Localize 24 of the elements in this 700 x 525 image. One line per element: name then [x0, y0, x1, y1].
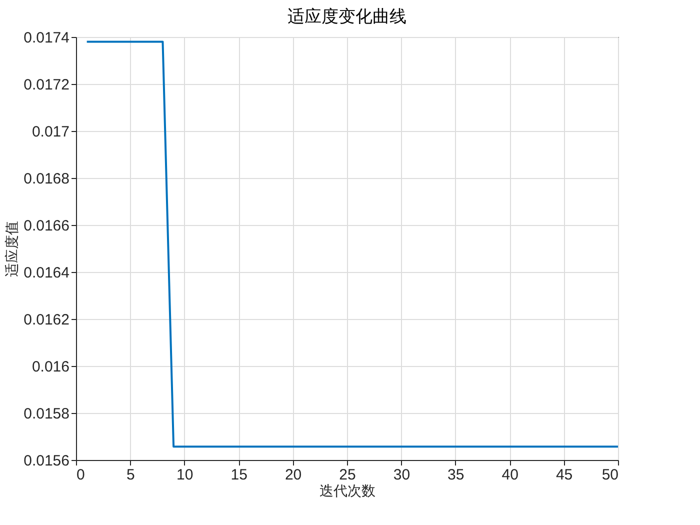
y-tick-label: 0.0174	[24, 30, 70, 46]
x-tick-label: 25	[339, 466, 356, 484]
x-tick-label: 15	[230, 466, 248, 484]
y-tick-label: 0.0164	[24, 264, 70, 282]
x-tick-label: 30	[393, 466, 410, 484]
y-tick-label: 0.016	[32, 358, 70, 376]
y-tick-label: 0.0162	[24, 312, 70, 328]
y-tick-label: 0.0158	[24, 406, 70, 422]
x-tick-label: 0	[76, 466, 85, 484]
chart-title: 适应度变化曲线	[288, 7, 406, 27]
x-tick-label: 20	[284, 466, 302, 484]
y-tick-label: 0.0166	[24, 218, 70, 234]
x-tick-label: 40	[502, 466, 518, 484]
y-tick-label: 0.0172	[24, 76, 70, 94]
x-tick-label: 45	[556, 466, 573, 484]
y-tick-label: 0.0168	[24, 170, 70, 188]
y-tick-label: 0.017	[32, 124, 70, 140]
x-tick-label: 35	[448, 466, 464, 484]
x-tick-label: 5	[126, 466, 135, 484]
x-axis-title: 迭代次数	[320, 484, 376, 500]
y-tick-label: 0.0156	[24, 452, 70, 470]
x-tick-label: 10	[176, 466, 194, 484]
y-axis-title: 适应度值	[4, 221, 21, 277]
x-tick-label: 50	[602, 466, 618, 484]
